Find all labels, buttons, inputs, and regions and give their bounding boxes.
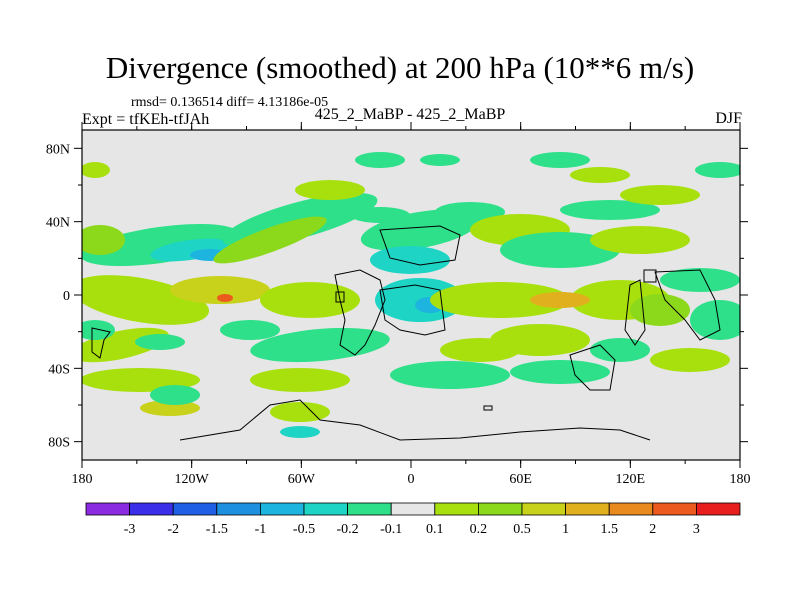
field-blob-28: [440, 338, 520, 362]
colorbar-swatch-13: [652, 502, 697, 516]
colorbar-label-6: -0.1: [380, 522, 402, 537]
coastline-7: [179, 399, 651, 441]
field-blob-7: [135, 334, 185, 350]
colorbar-swatch-3: [216, 502, 261, 516]
colorbar-swatch-12: [608, 502, 654, 516]
colorbar-swatch-2: [172, 502, 218, 516]
colorbar-swatch-4: [259, 502, 305, 516]
coastline-3: [379, 225, 461, 266]
field-blob-49: [530, 292, 590, 308]
coast-box-2: [483, 405, 493, 411]
field-blob-17: [280, 426, 320, 438]
field-blob-31: [620, 185, 700, 205]
ytick-label-4: 80S: [48, 436, 70, 451]
field-blob-48: [350, 207, 410, 223]
colorbar-label-1: -2: [167, 522, 179, 537]
subtitle: 425_2_MaBP - 425_2_MaBP: [314, 106, 506, 123]
field-blob-4: [170, 276, 270, 304]
field-blob-27: [510, 360, 610, 384]
field-blob-32: [590, 226, 690, 254]
colorbar-label-11: 1.5: [600, 522, 618, 537]
colorbar-label-9: 0.5: [513, 522, 531, 537]
field-blob-29: [390, 361, 510, 389]
field-blob-5: [217, 294, 233, 302]
colorbar-label-0: -3: [124, 522, 136, 537]
xtick-label-5: 120E: [616, 472, 646, 487]
colorbar-swatch-14: [696, 502, 741, 516]
xtick-label-2: 60W: [288, 472, 316, 487]
field-blob-10: [150, 385, 200, 405]
colorbar-swatch-10: [521, 502, 566, 516]
field-blob-43: [420, 154, 460, 166]
coastline-5: [654, 269, 721, 341]
field-blob-36: [590, 338, 650, 362]
colorbar-label-4: -0.5: [293, 522, 315, 537]
ytick-label-0: 80N: [46, 142, 70, 157]
coastline-1: [334, 269, 386, 356]
field-blob-34: [630, 294, 690, 326]
xtick-label-6: 180: [730, 472, 751, 487]
field-blob-0: [82, 223, 240, 267]
coast-box-0: [335, 291, 345, 303]
colorbar-label-13: 3: [693, 522, 700, 537]
field-blob-45: [295, 180, 365, 200]
colorbar-label-8: 0.2: [470, 522, 488, 537]
coastline-2: [379, 284, 446, 336]
field-blob-19: [370, 246, 450, 274]
field-blob-38: [690, 300, 740, 340]
field-blob-50: [220, 320, 280, 340]
coastline-6: [569, 344, 616, 391]
field-blob-37: [650, 348, 730, 372]
chart-title: Divergence (smoothed) at 200 hPa (10**6 …: [105, 50, 695, 85]
field-blob-44: [530, 152, 590, 168]
field-blob-47: [695, 162, 740, 178]
coastlines: [91, 225, 721, 441]
colorbar-label-5: -0.2: [337, 522, 359, 537]
ytick-label-2: 0: [63, 289, 70, 304]
colorbar-swatch-5: [303, 502, 348, 516]
field-blob-24: [500, 232, 620, 268]
field-blob-42: [355, 152, 405, 168]
colorbar-swatch-7: [390, 502, 436, 516]
coastline-0: [91, 327, 111, 359]
field-blob-12: [213, 216, 327, 264]
field-blob-30: [560, 200, 660, 220]
season-label: DJF: [715, 110, 742, 127]
field-blob-40: [82, 225, 125, 255]
colorbar-swatch-0: [85, 502, 130, 516]
colorbar-label-3: -1: [255, 522, 267, 537]
field-blob-22: [435, 202, 505, 222]
colorbar: -3 -2 -1.5 -1 -0.5 -0.2 -0.1 0.1 0.2 0.5 1 1.5 2 3: [85, 502, 741, 537]
colorbar-swatch-8: [434, 502, 479, 516]
coastline-4: [624, 279, 646, 346]
field-blob-16: [270, 402, 330, 422]
ytick-label-3: 40S: [48, 362, 70, 377]
colorbar-swatch-9: [477, 502, 523, 516]
field-blob-46: [570, 167, 630, 183]
colorbar-label-7: 0.1: [426, 522, 444, 537]
experiment-label: Expt = tfKEh-tfJAh: [82, 111, 210, 128]
xtick-label-4: 60E: [509, 472, 532, 487]
colorbar-label-2: -1.5: [206, 522, 228, 537]
colorbar-swatch-6: [347, 502, 392, 516]
coast-box-1: [643, 269, 657, 283]
field-blob-15: [250, 368, 350, 392]
axes-ticks: 180 120W 60W 0 60E 120E 180 80N 40N 0 40S 80S: [46, 122, 751, 487]
colorbar-swatch-11: [565, 502, 610, 516]
xtick-label-1: 120W: [175, 472, 210, 487]
field-blob-41: [82, 320, 115, 340]
colorbar-label-12: 2: [649, 522, 656, 537]
colorbar-swatch-1: [129, 502, 174, 516]
xtick-label-3: 0: [408, 472, 415, 487]
ytick-label-1: 40N: [46, 216, 70, 231]
field-blob-25: [430, 282, 570, 318]
xtick-label-0: 180: [72, 472, 93, 487]
stats-text: rmsd= 0.136514 diff= 4.13186e-05: [131, 95, 329, 110]
field-blob-14: [250, 327, 390, 363]
field-blob-39: [82, 162, 110, 178]
field-blob-13: [260, 282, 360, 318]
field-blob-35: [660, 268, 740, 292]
colorbar-label-10: 1: [562, 522, 569, 537]
